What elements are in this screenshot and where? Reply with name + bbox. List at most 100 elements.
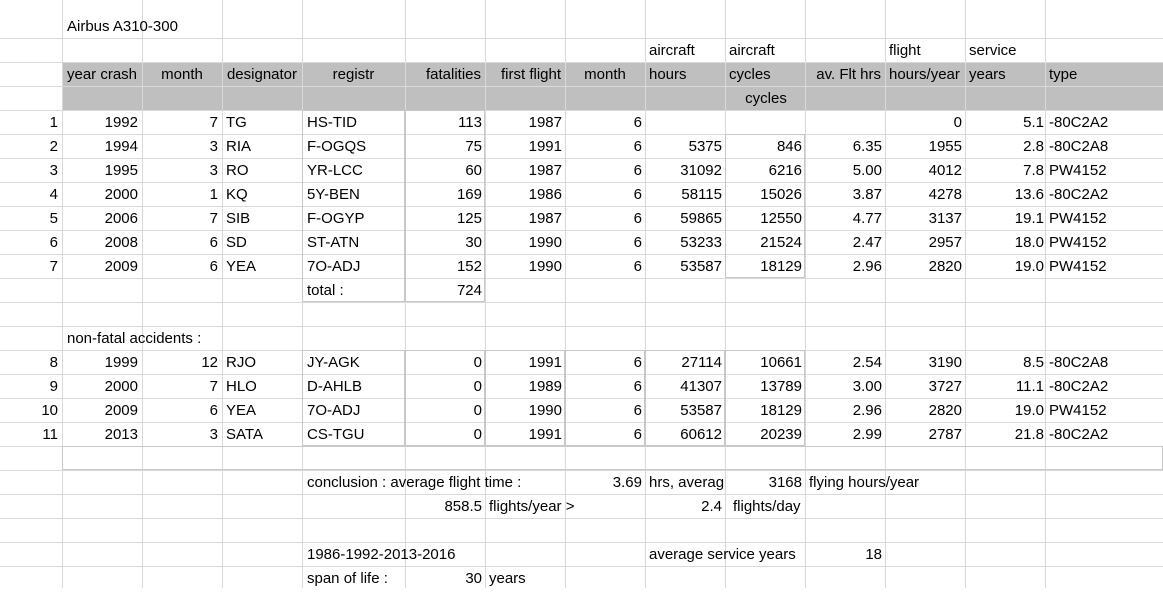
cell-hours[interactable]: [645, 110, 722, 134]
cell-month[interactable]: 12: [201, 354, 218, 371]
header-years[interactable]: years: [969, 66, 1006, 83]
cell-designator[interactable]: TG: [226, 114, 247, 131]
header-aircraft-hours-top[interactable]: aircraft: [649, 42, 695, 59]
cell-ff-month[interactable]: 6: [633, 162, 642, 179]
cell-year[interactable]: 2009: [104, 258, 138, 275]
cell-month[interactable]: 7: [209, 210, 218, 227]
header-fatalities[interactable]: fatalities: [425, 66, 481, 83]
cell-hours-year[interactable]: 2820: [928, 402, 962, 419]
header-first-flight[interactable]: first flight: [500, 66, 561, 83]
avg-service-value[interactable]: 18: [865, 546, 882, 563]
cell-month[interactable]: 6: [209, 258, 218, 275]
cell-type[interactable]: -80C2A2: [1049, 114, 1109, 131]
header-hours-year[interactable]: hours/year: [889, 66, 960, 83]
cell-hours-year[interactable]: 2820: [928, 258, 962, 275]
cell-service-years[interactable]: 11.1: [1015, 378, 1044, 395]
cell-first-flight[interactable]: 1986: [528, 186, 562, 203]
cell-ff-month[interactable]: 6: [633, 234, 642, 251]
cell-designator[interactable]: SATA: [226, 426, 263, 443]
cell-designator[interactable]: RJO: [226, 354, 256, 371]
cell-first-flight[interactable]: 1987: [528, 210, 562, 227]
cell-type[interactable]: PW4152: [1049, 258, 1107, 275]
cell-hours[interactable]: 41307: [680, 378, 722, 395]
cell-month[interactable]: 7: [209, 114, 218, 131]
cell-service-years[interactable]: 8.5: [1023, 354, 1044, 371]
cell-first-flight[interactable]: 1987: [528, 114, 562, 131]
cell-designator[interactable]: KQ: [226, 186, 248, 203]
cell-fatalities[interactable]: 75: [465, 138, 482, 155]
cell-designator[interactable]: YEA: [226, 258, 257, 275]
cell-designator[interactable]: YEA: [226, 402, 257, 419]
cell-cycles[interactable]: 15026: [760, 186, 802, 203]
cell-type[interactable]: -80C2A2: [1049, 426, 1109, 443]
cell-month[interactable]: 1: [209, 186, 218, 203]
cell-hours-year[interactable]: 4012: [928, 162, 962, 179]
cell-cycles[interactable]: 20239: [760, 426, 802, 443]
cell-registration[interactable]: CS-TGU: [307, 426, 365, 443]
header-month[interactable]: month: [161, 66, 203, 83]
cell-service-years[interactable]: 19.0: [1014, 402, 1044, 419]
cell-fatalities[interactable]: 113: [458, 114, 482, 131]
cell-cycles[interactable]: 846: [776, 138, 802, 155]
cell-registration[interactable]: HS-TID: [307, 114, 357, 131]
cell-avg-flt-hrs[interactable]: 3.87: [852, 186, 882, 203]
span-of-life-label[interactable]: span of life :: [307, 570, 388, 587]
cell-month[interactable]: 3: [209, 426, 218, 443]
header-ff-month[interactable]: month: [584, 66, 626, 83]
cell-type[interactable]: -80C2A8: [1049, 354, 1109, 371]
cell-fatalities[interactable]: 0: [473, 426, 482, 443]
flying-hours-label[interactable]: flying hours/year: [809, 474, 920, 491]
cell-first-flight[interactable]: 1987: [528, 162, 562, 179]
cell-first-flight[interactable]: 1989: [528, 378, 562, 395]
cell-hours[interactable]: 60612: [680, 426, 722, 443]
cell-designator[interactable]: HLO: [226, 378, 257, 395]
cell-service-years[interactable]: 18.0: [1014, 234, 1044, 251]
flights-day-value[interactable]: 2.4: [701, 498, 722, 515]
cell-cycles[interactable]: 10661: [760, 354, 802, 371]
cell-cycles[interactable]: [725, 110, 802, 134]
cell-registration[interactable]: F-OGQS: [307, 138, 367, 155]
cell-hours[interactable]: 58115: [681, 186, 722, 203]
cell-year[interactable]: 2006: [104, 210, 138, 227]
cell-hours[interactable]: 59865: [680, 210, 722, 227]
cell-fatalities[interactable]: 0: [473, 354, 482, 371]
cell-cycles[interactable]: 12550: [760, 210, 802, 227]
cell-service-years[interactable]: 2.8: [1023, 138, 1044, 155]
cell-service-years[interactable]: 19.1: [1014, 210, 1044, 227]
cell-type[interactable]: -80C2A2: [1049, 378, 1109, 395]
header-aircraft-cycles-top[interactable]: aircraft: [729, 42, 775, 59]
header-registr[interactable]: registr: [332, 66, 375, 83]
cell-registration[interactable]: JY-AGK: [307, 354, 360, 371]
cell-year[interactable]: 1992: [104, 114, 138, 131]
avg-flight-time[interactable]: 3.69: [612, 474, 642, 491]
header-cycles-sub[interactable]: cycles: [745, 90, 787, 107]
flights-year-label[interactable]: flights/year >: [489, 498, 575, 515]
cell-cycles[interactable]: 21524: [760, 234, 802, 251]
cell-ff-month[interactable]: 6: [633, 186, 642, 203]
cell-first-flight[interactable]: 1990: [528, 402, 562, 419]
header-type[interactable]: type: [1049, 66, 1078, 83]
cell-year[interactable]: 2000: [104, 186, 138, 203]
cell-registration[interactable]: D-AHLB: [307, 378, 363, 395]
cell-ff-month[interactable]: 6: [633, 354, 642, 371]
cell-cycles[interactable]: 13789: [760, 378, 802, 395]
total-label[interactable]: total :: [307, 282, 344, 299]
header-avg-flt-hrs[interactable]: av. Flt hrs: [816, 66, 881, 83]
cell-hours[interactable]: 27114: [681, 354, 722, 371]
cell-hours-year[interactable]: 3727: [928, 378, 962, 395]
cell-first-flight[interactable]: 1990: [528, 258, 562, 275]
cell-avg-flt-hrs[interactable]: 2.96: [852, 402, 882, 419]
cell-ff-month[interactable]: 6: [633, 210, 642, 227]
cell-hours[interactable]: 31092: [680, 162, 722, 179]
cell-registration[interactable]: ST-ATN: [307, 234, 360, 251]
cell-fatalities[interactable]: 0: [473, 378, 482, 395]
cell-designator[interactable]: RO: [226, 162, 249, 179]
cell-first-flight[interactable]: 1991: [528, 426, 562, 443]
cell-ff-month[interactable]: 6: [633, 114, 642, 131]
cell-month[interactable]: 3: [209, 138, 218, 155]
cell-hours[interactable]: 53233: [680, 234, 722, 251]
cell-registration[interactable]: F-OGYP: [307, 210, 365, 227]
cell-registration[interactable]: 5Y-BEN: [307, 186, 360, 203]
cell-month[interactable]: 6: [209, 402, 218, 419]
cell-year[interactable]: 2013: [104, 426, 138, 443]
